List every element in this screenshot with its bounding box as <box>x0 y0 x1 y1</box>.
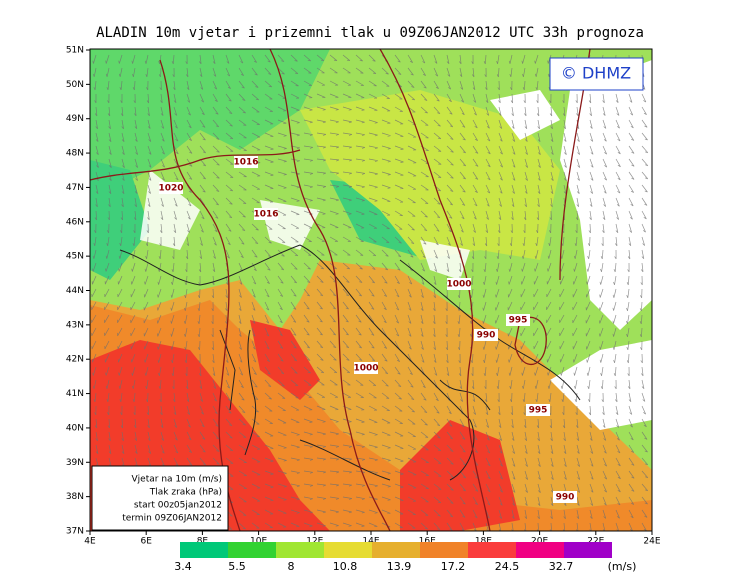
lon-label: 18E <box>475 537 492 547</box>
isobar-label-bg <box>506 314 530 326</box>
colorbar-label: 3.4 <box>174 560 192 573</box>
lon-label: 24E <box>643 537 660 547</box>
field-white <box>490 60 652 430</box>
coastlines <box>119 244 581 481</box>
isobar-label: 995 <box>509 316 528 326</box>
colorbar-label: 32.7 <box>549 560 574 573</box>
lon-label: 8E <box>197 537 209 547</box>
lon-label: 22E <box>587 537 604 547</box>
lon-label: 14E <box>362 537 379 547</box>
colorbar-box <box>276 542 324 558</box>
isobar-label: 995 <box>529 406 548 416</box>
lon-label: 16E <box>419 537 436 547</box>
lon-label: 20E <box>531 537 548 547</box>
lat-label: 45N <box>66 252 84 262</box>
colorbar-unit: (m/s) <box>608 560 637 573</box>
field-white-patches <box>140 170 470 280</box>
lat-label: 51N <box>66 46 84 56</box>
colorbar-box <box>564 542 612 558</box>
isobar-labels: 1016 1020 1016 1000 995 990 1000 995 990 <box>158 156 577 503</box>
colorbar: 3.4 5.5 8 10.8 13.9 17.2 24.5 32.7 (m/s) <box>174 542 636 573</box>
lon-label: 4E <box>84 537 96 547</box>
lat-label: 42N <box>66 355 84 365</box>
colorbar-label: 10.8 <box>333 560 358 573</box>
map-field <box>90 49 652 531</box>
lat-label: 46N <box>66 217 84 227</box>
colorbar-box <box>372 542 420 558</box>
colorbar-box <box>420 542 468 558</box>
lat-label: 44N <box>66 286 84 296</box>
wind-arrows <box>91 54 649 531</box>
lat-label: 40N <box>66 423 84 433</box>
legend-line: Tlak zraka (hPa) <box>149 488 222 498</box>
legend-line: termin 09Z06JAN2012 <box>122 514 222 524</box>
colorbar-box <box>180 542 228 558</box>
isobar-label-bg <box>234 156 258 168</box>
field-yellow <box>300 90 560 260</box>
isobar-label: 1000 <box>353 364 378 374</box>
lat-label: 50N <box>66 80 84 90</box>
isobar-label-bg <box>553 491 577 503</box>
axes: 51N 50N 49N 48N 47N 46N 45N 44N 43N 42N 41N 40N 39N 3… <box>66 46 661 547</box>
colorbar-label: 13.9 <box>387 560 412 573</box>
legend-line: Vjetar na 10m (m/s) <box>132 475 222 485</box>
lon-label: 12E <box>306 537 323 547</box>
colorbar-box <box>324 542 372 558</box>
isobar-label: 1020 <box>158 184 183 194</box>
isobar-label: 1016 <box>253 210 278 220</box>
lat-label: 47N <box>66 183 84 193</box>
colorbar-label: 5.5 <box>228 560 246 573</box>
lat-label: 49N <box>66 114 84 124</box>
lat-label: 41N <box>66 389 84 399</box>
lon-label: 10E <box>250 537 267 547</box>
colorbar-box <box>228 542 276 558</box>
isobar-label-bg <box>474 329 498 341</box>
isobar-label-bg <box>354 362 378 374</box>
legend-box <box>91 465 229 531</box>
isobar-label-bg <box>526 404 550 416</box>
lat-label: 48N <box>66 149 84 159</box>
lat-label: 39N <box>66 458 84 468</box>
logo-box <box>549 57 644 91</box>
isobar-label-bg <box>159 182 183 194</box>
lat-label: 38N <box>66 492 84 502</box>
colorbar-box <box>516 542 564 558</box>
legend-text: Vjetar na 10m (m/s) Tlak zraka (hPa) start… <box>122 475 222 524</box>
isobar-label: 1016 <box>233 158 258 168</box>
lat-label: 37N <box>66 527 84 537</box>
logo: © DHMZ <box>561 64 631 83</box>
legend-line: start 00z05jan2012 <box>134 501 222 511</box>
map-title: ALADIN 10m vjetar i prizemni tlak u 09Z0… <box>96 25 644 41</box>
isobar-label-bg <box>447 278 471 290</box>
isobar-label: 990 <box>477 331 496 341</box>
colorbar-label: 17.2 <box>441 560 466 573</box>
colorbar-label: 24.5 <box>495 560 520 573</box>
isobar-label: 990 <box>556 493 575 503</box>
isobar-label-bg <box>254 208 278 220</box>
lon-label: 6E <box>140 537 152 547</box>
isobar-label: 1000 <box>446 280 471 290</box>
colorbar-box <box>468 542 516 558</box>
lat-label: 43N <box>66 320 84 330</box>
colorbar-label: 8 <box>288 560 295 573</box>
